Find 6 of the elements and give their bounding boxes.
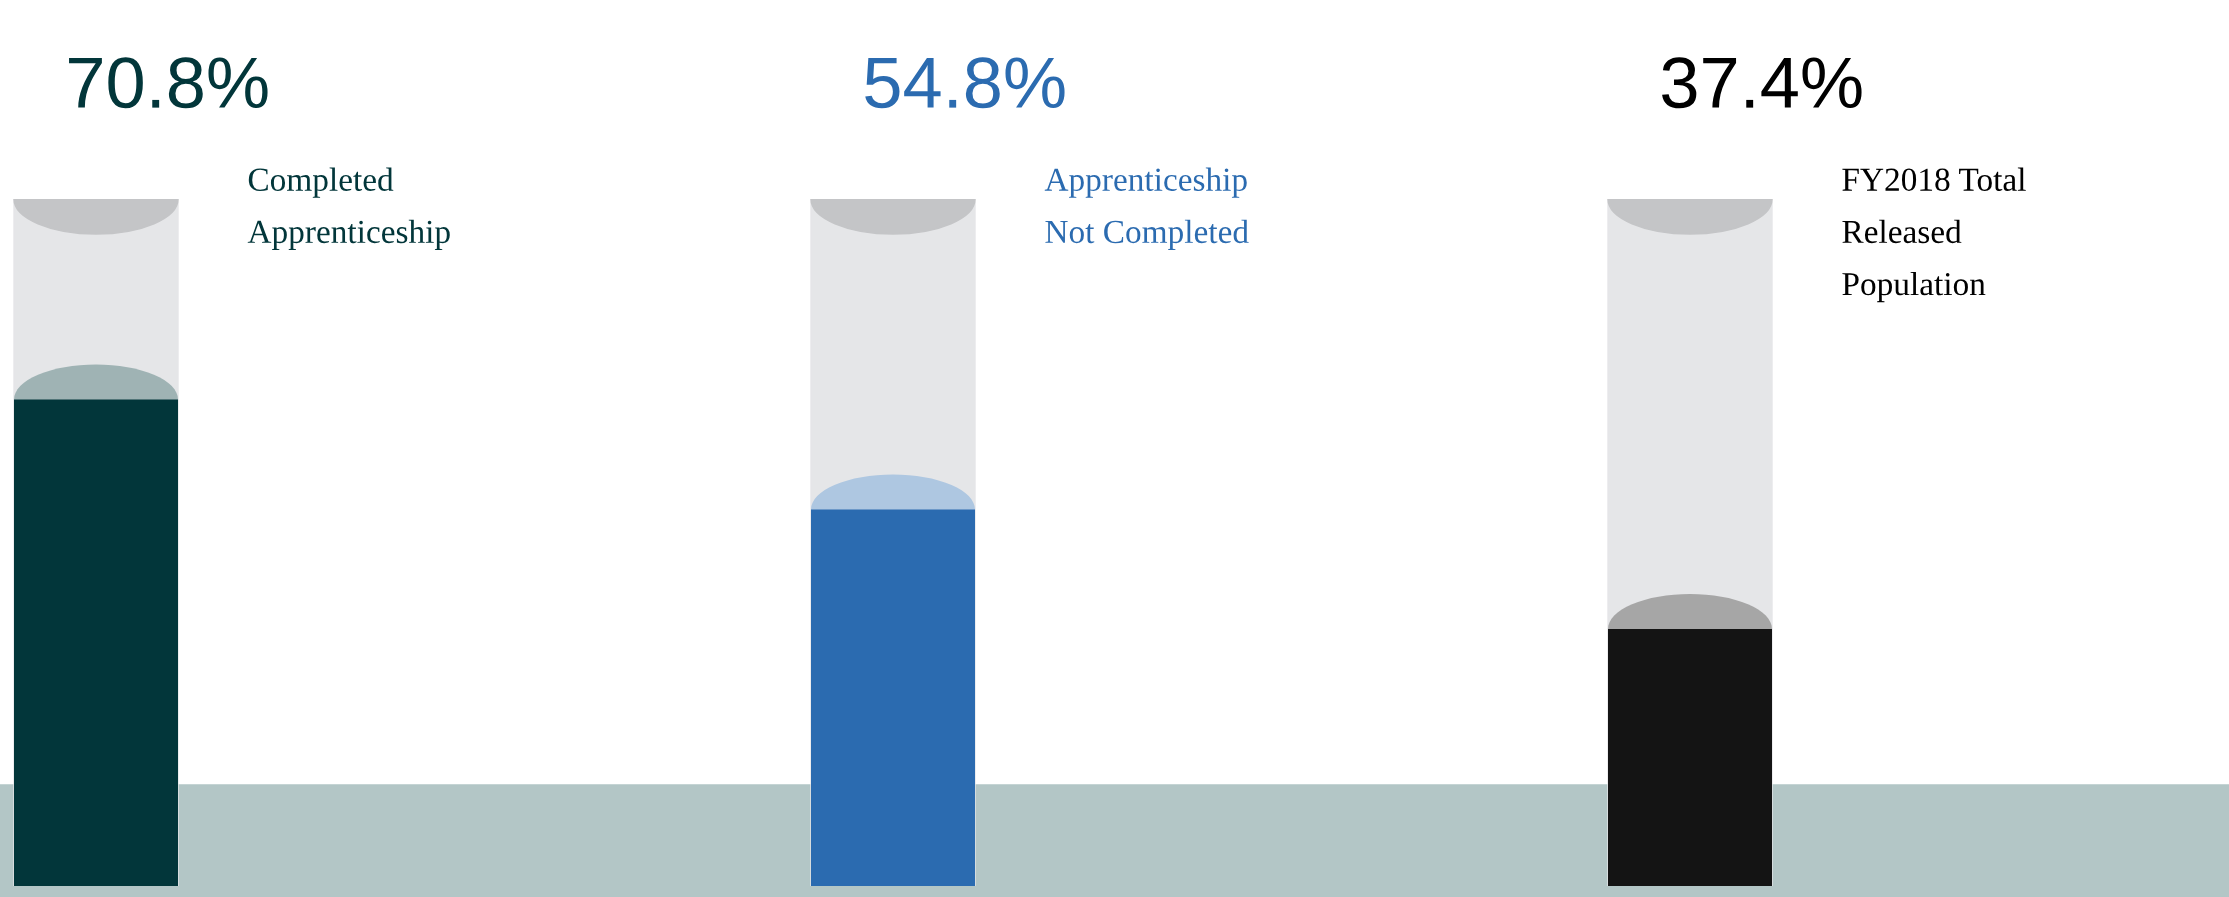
- data-label: 54.8%: [865, 57, 1065, 109]
- x-tick-label: FY2018 Total Released Population: [1842, 167, 2026, 303]
- x-tick-label: Apprenticeship Not Completed: [1044, 167, 1249, 250]
- x-tick-label: Completed Apprenticeship: [247, 167, 450, 250]
- data-label: 37.4%: [1662, 57, 1862, 109]
- data-label: 70.8%: [69, 57, 268, 109]
